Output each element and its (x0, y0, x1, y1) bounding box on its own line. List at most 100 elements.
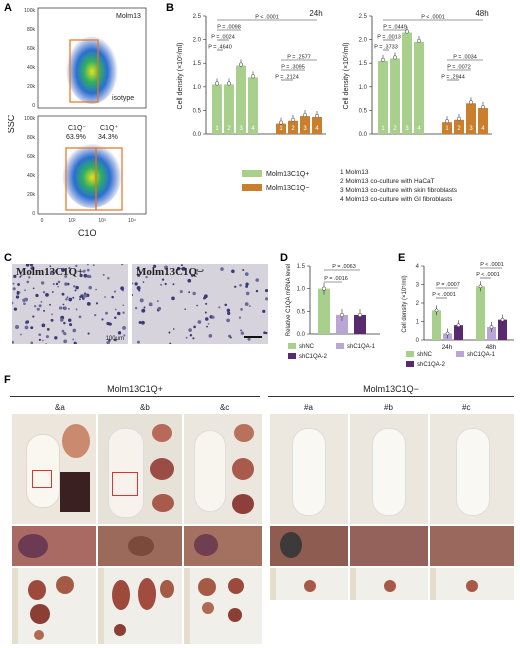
micrograph-cell (79, 298, 81, 301)
micrograph-cell (24, 325, 29, 330)
micrograph-cell (63, 339, 68, 344)
micrograph-cell (67, 307, 70, 310)
micrograph-cell (95, 288, 97, 291)
d-ylabel: Relative C1QA mRNA level (286, 264, 292, 336)
micrograph-cell (66, 296, 69, 298)
f-title-pos: Molm13C1Q+ (107, 384, 163, 394)
d-legend-swatch (288, 343, 296, 349)
b-bar-number: 4 (315, 126, 319, 132)
micrograph-cell (240, 331, 245, 335)
e-ylabel: Cell density (×10⁵/ml) (401, 275, 408, 332)
micrograph-cell (121, 264, 124, 266)
micrograph-cell (12, 340, 14, 344)
e-legend-label: shC1QA-1 (467, 352, 496, 358)
b-ytick-label: 2.5 (359, 14, 368, 20)
flow-ytick-top: 100k (24, 8, 35, 14)
micrograph-cell (83, 273, 88, 278)
micrograph-cell (172, 328, 175, 330)
b-bar-number: 2 (393, 126, 397, 132)
micrograph-cell (82, 271, 85, 273)
b-bar-number: 4 (481, 126, 485, 132)
b-pvalue: P = .4640 (208, 45, 232, 51)
micrograph-cell (19, 276, 22, 278)
b-panel-title: 24h (309, 9, 322, 18)
micrograph-cell (113, 290, 117, 293)
micrograph-cell (160, 283, 163, 286)
micrograph-cell (75, 264, 78, 268)
b-bar-number: 1 (381, 126, 385, 132)
micrograph-cell (88, 285, 92, 290)
micrograph-cell (142, 281, 145, 283)
micrograph-cell (15, 295, 20, 299)
b-point (290, 117, 296, 122)
micrograph-c1q-neg: Molm13C1Q− (132, 264, 268, 344)
d-bar (318, 288, 330, 334)
b-bar (454, 119, 464, 134)
d-point (339, 312, 345, 318)
micrograph-cell (12, 287, 16, 291)
e-legend-label: shC1QA-2 (417, 362, 446, 368)
b-ytick-label: 2.0 (193, 38, 202, 44)
micrograph-cell (46, 328, 50, 331)
photo-tumors-pos-c (184, 568, 262, 644)
photo-mouse-neg-b (350, 414, 428, 524)
micrograph-cell (41, 323, 46, 328)
micrograph-cell (36, 307, 40, 311)
micrograph-cell (205, 302, 208, 305)
flow-density-top (66, 32, 118, 104)
micrograph-cell (188, 328, 192, 332)
micrograph-cell (255, 278, 260, 282)
e-legend-swatch (406, 361, 414, 367)
b-ytick-label: 0.0 (359, 132, 368, 138)
micrograph-cell (38, 338, 41, 341)
micrograph-cell (12, 282, 15, 285)
flow-xticks: 0 10² 10³ 10⁴ (41, 218, 136, 224)
b-legend-note: 4 Molm13 co-culture with GI fibroblasts (340, 196, 453, 203)
e-ytick-label: 4 (416, 264, 420, 270)
panel-letter-d: D (280, 252, 288, 264)
micrograph-cell (105, 311, 108, 315)
micrograph-cell (111, 295, 114, 299)
micrograph-cell (12, 301, 14, 305)
micrograph-cell (117, 331, 122, 335)
e-point (489, 325, 494, 329)
micrograph-cell (72, 338, 75, 341)
micrograph-cell (75, 308, 78, 311)
micrograph-cell (189, 333, 193, 337)
b-bar-number: 2 (291, 126, 295, 132)
b-point (226, 81, 232, 86)
micrograph-cell (164, 282, 167, 286)
micrograph-cell (51, 313, 53, 316)
micrograph-cell (244, 302, 249, 306)
micrograph-cell (61, 329, 65, 333)
b-bar (312, 117, 322, 134)
b-bar (414, 41, 424, 134)
mouse-label-neg-c: #c (462, 403, 471, 412)
b-bar-number: 2 (457, 126, 461, 132)
micrograph-cell (136, 340, 140, 344)
b-pvalue: P = .0024 (211, 35, 235, 41)
micrograph-cell (108, 339, 111, 342)
micrograph-cell (141, 320, 145, 325)
b-ytick-label: 0.5 (193, 108, 202, 114)
micrograph-cell (231, 269, 235, 274)
b-legend-swatch-neg (242, 184, 262, 191)
micrograph-cell (132, 282, 134, 285)
b-point (480, 104, 486, 110)
micrograph-label-neg: Molm13C1Q− (136, 266, 204, 278)
micrograph-cell (57, 285, 59, 288)
photo-tumor-neg-c (430, 568, 514, 600)
micrograph-cell (207, 323, 210, 325)
micrograph-cell (82, 297, 85, 300)
micrograph-cell (66, 282, 70, 286)
flow-ytick-top: 0 (32, 103, 35, 109)
mouse-label-pos-a: &a (55, 403, 65, 412)
micrograph-cell (204, 311, 207, 314)
photo-mouse-pos-a (12, 414, 96, 524)
photo-dissect-neg-c (430, 526, 514, 566)
b-legend-pos: Molm13C1Q+ (266, 171, 309, 178)
b-legend-note: 1 Molm13 (340, 169, 369, 176)
flow-ytick-top: 40k (27, 65, 36, 71)
b-bar (224, 84, 234, 134)
micrograph-cell (239, 283, 242, 287)
